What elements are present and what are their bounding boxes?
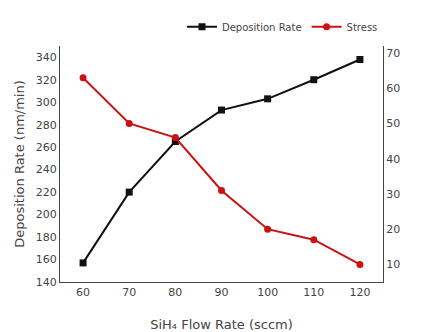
svg-text:70: 70 (122, 286, 136, 299)
svg-text:280: 280 (36, 119, 57, 132)
svg-text:60: 60 (76, 286, 90, 299)
svg-text:240: 240 (36, 163, 57, 176)
svg-text:220: 220 (36, 186, 57, 199)
svg-text:160: 160 (36, 253, 57, 266)
svg-text:Deposition Rate: Deposition Rate (222, 22, 302, 33)
svg-text:110: 110 (303, 286, 324, 299)
svg-text:180: 180 (36, 231, 57, 244)
svg-text:Deposition Rate (nm/min): Deposition Rate (nm/min) (12, 80, 27, 248)
svg-text:200: 200 (36, 208, 57, 221)
svg-text:260: 260 (36, 141, 57, 154)
svg-text:60: 60 (386, 82, 400, 95)
svg-text:90: 90 (215, 286, 229, 299)
svg-text:300: 300 (36, 96, 57, 109)
svg-text:120: 120 (349, 286, 370, 299)
svg-text:80: 80 (168, 286, 182, 299)
svg-text:340: 340 (36, 51, 57, 64)
svg-text:20: 20 (386, 223, 400, 236)
svg-text:140: 140 (36, 276, 57, 289)
svg-text:30: 30 (386, 188, 400, 201)
svg-text:100: 100 (257, 286, 278, 299)
svg-text:320: 320 (36, 74, 57, 87)
svg-text:40: 40 (386, 153, 400, 166)
svg-text:70: 70 (386, 47, 400, 60)
svg-text:Stress: Stress (347, 22, 378, 33)
svg-text:10: 10 (386, 258, 400, 271)
svg-text:SiH₄ Flow Rate (sccm): SiH₄ Flow Rate (sccm) (150, 317, 293, 332)
svg-text:50: 50 (386, 117, 400, 130)
